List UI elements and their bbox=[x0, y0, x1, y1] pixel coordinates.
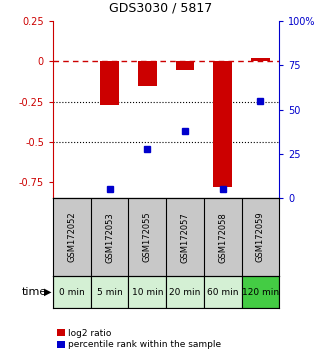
Text: 120 min: 120 min bbox=[242, 287, 279, 297]
Text: GSM172052: GSM172052 bbox=[67, 212, 76, 263]
Bar bbox=[241, 276, 279, 308]
Bar bbox=[100, 62, 119, 105]
Text: GDS3030 / 5817: GDS3030 / 5817 bbox=[109, 1, 212, 14]
Bar bbox=[213, 62, 232, 187]
Text: 0 min: 0 min bbox=[59, 287, 85, 297]
Bar bbox=[128, 276, 166, 308]
Text: 60 min: 60 min bbox=[207, 287, 239, 297]
Text: GSM172057: GSM172057 bbox=[180, 212, 189, 263]
Text: GSM172053: GSM172053 bbox=[105, 212, 114, 263]
Text: GSM172058: GSM172058 bbox=[218, 212, 227, 263]
Text: time: time bbox=[21, 287, 47, 297]
Text: GSM172059: GSM172059 bbox=[256, 212, 265, 263]
Bar bbox=[91, 276, 128, 308]
Bar bbox=[138, 62, 157, 86]
Bar bbox=[176, 62, 195, 69]
Legend: log2 ratio, percentile rank within the sample: log2 ratio, percentile rank within the s… bbox=[57, 329, 221, 349]
Bar bbox=[53, 276, 91, 308]
Text: 5 min: 5 min bbox=[97, 287, 122, 297]
Text: 20 min: 20 min bbox=[169, 287, 201, 297]
Text: 10 min: 10 min bbox=[132, 287, 163, 297]
Text: ▶: ▶ bbox=[44, 287, 51, 297]
Text: GSM172055: GSM172055 bbox=[143, 212, 152, 263]
Bar bbox=[251, 58, 270, 62]
Bar bbox=[204, 276, 241, 308]
Bar bbox=[166, 276, 204, 308]
